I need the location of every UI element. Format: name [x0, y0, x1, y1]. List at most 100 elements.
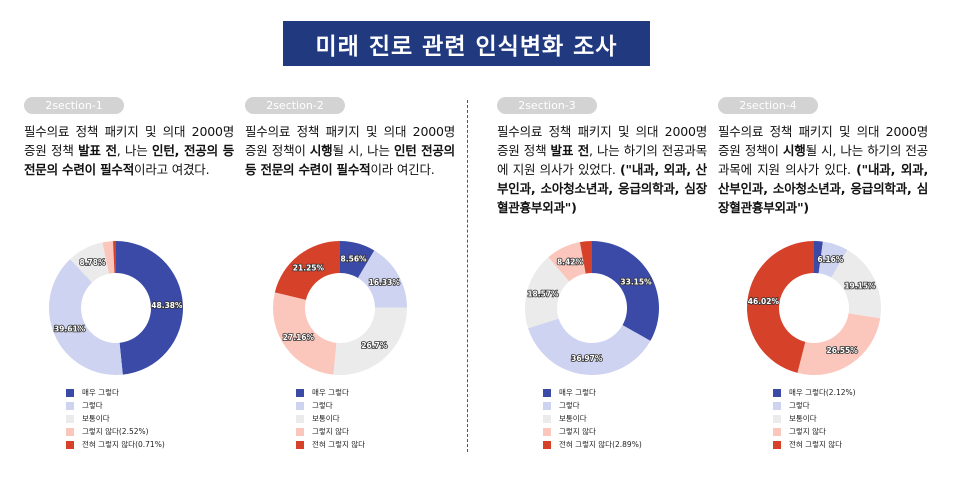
section-description: 필수의료 정책 패키지 및 의대 2000명 증원 정책 발표 전, 나는 인턴…: [24, 122, 234, 179]
donut-slice: [814, 241, 823, 274]
description-text: 필수의료 정책 패키지 및 의대 2000명 증원 정책: [497, 124, 707, 158]
legend-item: 보통이다: [773, 412, 960, 425]
data-label: 19.15%: [844, 281, 876, 290]
donut-slice: [528, 318, 651, 375]
donut-slice: [592, 241, 659, 341]
description-emphasis: 시행: [782, 143, 806, 158]
legend-item: 매우 그렇다(2.12%): [773, 386, 960, 399]
description-emphasis: 발표 전: [550, 143, 590, 158]
donut-slice: [333, 307, 407, 375]
legend-item: 보통이다: [66, 412, 266, 425]
description-emphasis: ("내과, 외과, 산부인과, 소아청소년과, 응급의학과, 심장혈관흉부외과"…: [718, 162, 928, 215]
legend-swatch: [66, 427, 74, 436]
legend-item: 그렇다: [296, 399, 496, 412]
legend-item: 전혀 그렇지 않다: [773, 438, 960, 451]
description-emphasis: 발표 전: [78, 143, 117, 158]
donut-slice: [273, 292, 337, 375]
legend-item: 그렇지 않다: [543, 425, 743, 438]
legend-item: 전혀 그렇지 않다(2.89%): [543, 438, 743, 451]
legend-label: 매우 그렇다: [559, 388, 596, 397]
legend-swatch: [296, 440, 304, 449]
legend-swatch: [66, 440, 74, 449]
legend-label: 전혀 그렇지 않다(0.71%): [82, 440, 165, 449]
donut-slice: [102, 241, 115, 274]
legend-item: 전혀 그렇지 않다(0.71%): [66, 438, 266, 451]
donut-slice: [49, 259, 123, 375]
section-3: 2section-3 필수의료 정책 패키지 및 의대 2000명 증원 정책 …: [497, 94, 707, 217]
legend-swatch: [773, 440, 781, 449]
legend-label: 그렇지 않다(2.52%): [82, 427, 149, 436]
description-text: 이라고 여겼다.: [134, 162, 210, 177]
donut-slice: [340, 241, 375, 278]
description-emphasis: 인턴 전공의 등 전문의 수련이 필수적: [245, 143, 455, 177]
legend-swatch: [296, 414, 304, 423]
legend-item: 그렇지 않다(2.52%): [66, 425, 266, 438]
legend-label: 매우 그렇다: [82, 388, 119, 397]
legend-item: 그렇다: [543, 399, 743, 412]
legend-label: 그렇다: [789, 401, 810, 410]
donut-slice: [818, 241, 848, 278]
legend-item: 그렇다: [773, 399, 960, 412]
legend-swatch: [543, 440, 551, 449]
legend-item: 그렇다: [66, 399, 266, 412]
donut-slice: [525, 257, 570, 329]
section-tag: 2section-4: [718, 97, 818, 114]
donut-chart-2: 8.56% 16.33% 26.7% 27.16% 21.25%: [273, 241, 407, 375]
legend-label: 그렇지 않다: [559, 427, 596, 436]
legend-label: 전혀 그렇지 않다(2.89%): [559, 440, 642, 449]
legend-swatch: [543, 414, 551, 423]
data-label: 39.61%: [54, 325, 86, 334]
description-text: 필수의료 정책 패키지 및 의대 2000명 증원 정책: [24, 124, 234, 158]
section-tag: 2section-1: [24, 97, 124, 114]
donut-slice: [831, 249, 881, 319]
donut-slice: [747, 241, 814, 373]
legend-label: 보통이다: [312, 414, 340, 423]
legend-label: 보통이다: [789, 414, 817, 423]
donut-slice: [797, 313, 881, 375]
legend-item: 매우 그렇다: [543, 386, 743, 399]
section-4: 2section-4 필수의료 정책 패키지 및 의대 2000명 증원 정책이…: [718, 94, 928, 217]
legend-swatch: [543, 401, 551, 410]
legend-swatch: [296, 427, 304, 436]
data-label: 48.38%: [151, 301, 183, 310]
donut-slice: [70, 242, 109, 283]
legend-label: 전혀 그렇지 않다: [789, 440, 843, 449]
legend-label: 보통이다: [82, 414, 110, 423]
legend-label: 매우 그렇다(2.12%): [789, 388, 856, 397]
legend-label: 그렇지 않다: [312, 427, 349, 436]
section-tag: 2section-2: [245, 97, 345, 114]
donut-chart-3: 33.15% 36.97% 18.57% 8.42%: [525, 241, 659, 375]
description-emphasis: 시행: [309, 143, 333, 158]
legend-swatch: [296, 388, 304, 397]
legend-swatch: [66, 401, 74, 410]
legend-swatch: [296, 401, 304, 410]
description-text: , 나는 하기의 전공과목에 지원 의사가 있었다.: [497, 143, 707, 177]
section-divider: [467, 100, 468, 452]
description-text: 이라 여긴다.: [370, 162, 435, 177]
section-description: 필수의료 정책 패키지 및 의대 2000명 증원 정책이 시행될 시, 나는 …: [718, 122, 928, 217]
legend-item: 보통이다: [543, 412, 743, 425]
data-label: 36.97%: [571, 354, 603, 363]
page-title: 미래 진로 관련 인식변화 조사: [283, 21, 650, 66]
legend-item: 전혀 그렇지 않다: [296, 438, 496, 451]
legend-swatch: [543, 388, 551, 397]
legend-item: 그렇지 않다: [773, 425, 960, 438]
legend-swatch: [66, 414, 74, 423]
data-label: 16.33%: [369, 278, 401, 287]
legend-label: 그렇다: [559, 401, 580, 410]
legend-label: 그렇다: [312, 401, 333, 410]
legend-label: 전혀 그렇지 않다: [312, 440, 366, 449]
data-label: 33.15%: [620, 278, 652, 287]
data-label: 27.16%: [283, 333, 315, 342]
donut-slice: [357, 250, 407, 308]
legend-label: 매우 그렇다: [312, 388, 349, 397]
section-description: 필수의료 정책 패키지 및 의대 2000명 증원 정책 발표 전, 나는 하기…: [497, 122, 707, 217]
legend-item: 매우 그렇다: [296, 386, 496, 399]
data-label: 21.25%: [293, 263, 325, 272]
legend-label: 그렇다: [82, 401, 103, 410]
data-label: 6.16%: [817, 255, 844, 264]
description-emphasis: ("내과, 외과, 산부인과, 소아청소년과, 응급의학과, 심장혈관흉부외과"…: [497, 162, 707, 215]
